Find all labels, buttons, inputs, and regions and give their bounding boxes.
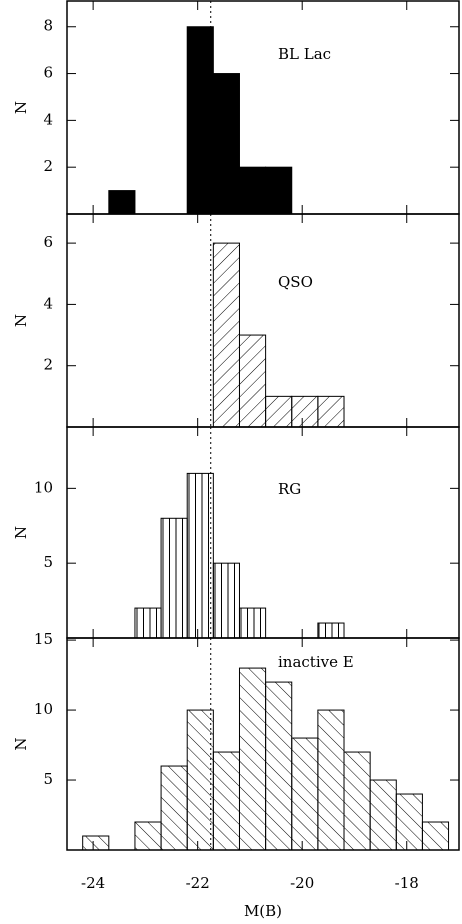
y-tick-label: 2 <box>43 356 53 374</box>
histogram-bar <box>265 681 293 851</box>
histogram-bar <box>212 751 240 851</box>
histogram-bar <box>108 190 136 215</box>
y-tick-label: 10 <box>34 700 53 718</box>
x-axis-label: M(B) <box>244 902 282 920</box>
histogram-bar <box>238 607 267 639</box>
histogram-bar <box>317 622 345 639</box>
histogram-bar <box>134 821 162 851</box>
histogram-bar <box>186 709 214 851</box>
histogram-bar <box>291 737 319 851</box>
histogram-bar <box>317 395 345 428</box>
histogram-bar <box>212 242 240 428</box>
histogram-bar <box>186 26 214 215</box>
y-tick-label: 8 <box>43 17 53 35</box>
histogram-bar <box>134 607 162 639</box>
y-axis-label: N <box>12 526 30 539</box>
y-tick-label: 2 <box>43 157 53 175</box>
x-tick-label: -20 <box>290 874 314 892</box>
y-tick-label: 4 <box>43 110 53 128</box>
histogram-bar <box>369 779 397 851</box>
y-tick-label: 4 <box>43 294 53 312</box>
histogram-bar <box>291 395 319 428</box>
histogram-bar <box>238 334 267 428</box>
histogram-bar <box>317 709 345 851</box>
y-tick-label: 6 <box>43 64 53 82</box>
y-axis-label: N <box>12 101 30 114</box>
panel-label: inactive E <box>278 653 354 671</box>
y-axis-label: N <box>12 314 30 327</box>
panel-label: QSO <box>278 273 313 291</box>
x-tick-label: -18 <box>395 874 419 892</box>
y-tick-label: 5 <box>43 553 53 571</box>
histogram-bar <box>82 835 110 851</box>
plot-frame <box>66 637 460 851</box>
y-tick-label: 10 <box>34 478 53 496</box>
histogram-bar <box>212 562 240 639</box>
y-axis-label: N <box>12 737 30 750</box>
histogram-bar <box>395 793 423 851</box>
y-tick-label: 5 <box>43 770 53 788</box>
histogram-bar <box>343 751 371 851</box>
histogram-bar <box>265 166 293 215</box>
panel-label: RG <box>278 480 301 498</box>
histogram-bar <box>265 395 293 428</box>
plot-frame <box>66 426 460 639</box>
histogram-bar <box>160 517 188 639</box>
histogram-bar <box>238 667 267 851</box>
y-tick-label: 6 <box>43 233 53 251</box>
x-tick-label: -24 <box>81 874 105 892</box>
histogram-bar <box>186 472 214 639</box>
histogram-bar <box>212 73 240 215</box>
histogram-bar <box>160 765 188 851</box>
histogram-bar <box>421 821 450 851</box>
panel-label: BL Lac <box>278 45 331 63</box>
histogram-bar <box>238 166 267 215</box>
x-tick-label: -22 <box>186 874 210 892</box>
y-tick-label: 15 <box>34 630 53 648</box>
